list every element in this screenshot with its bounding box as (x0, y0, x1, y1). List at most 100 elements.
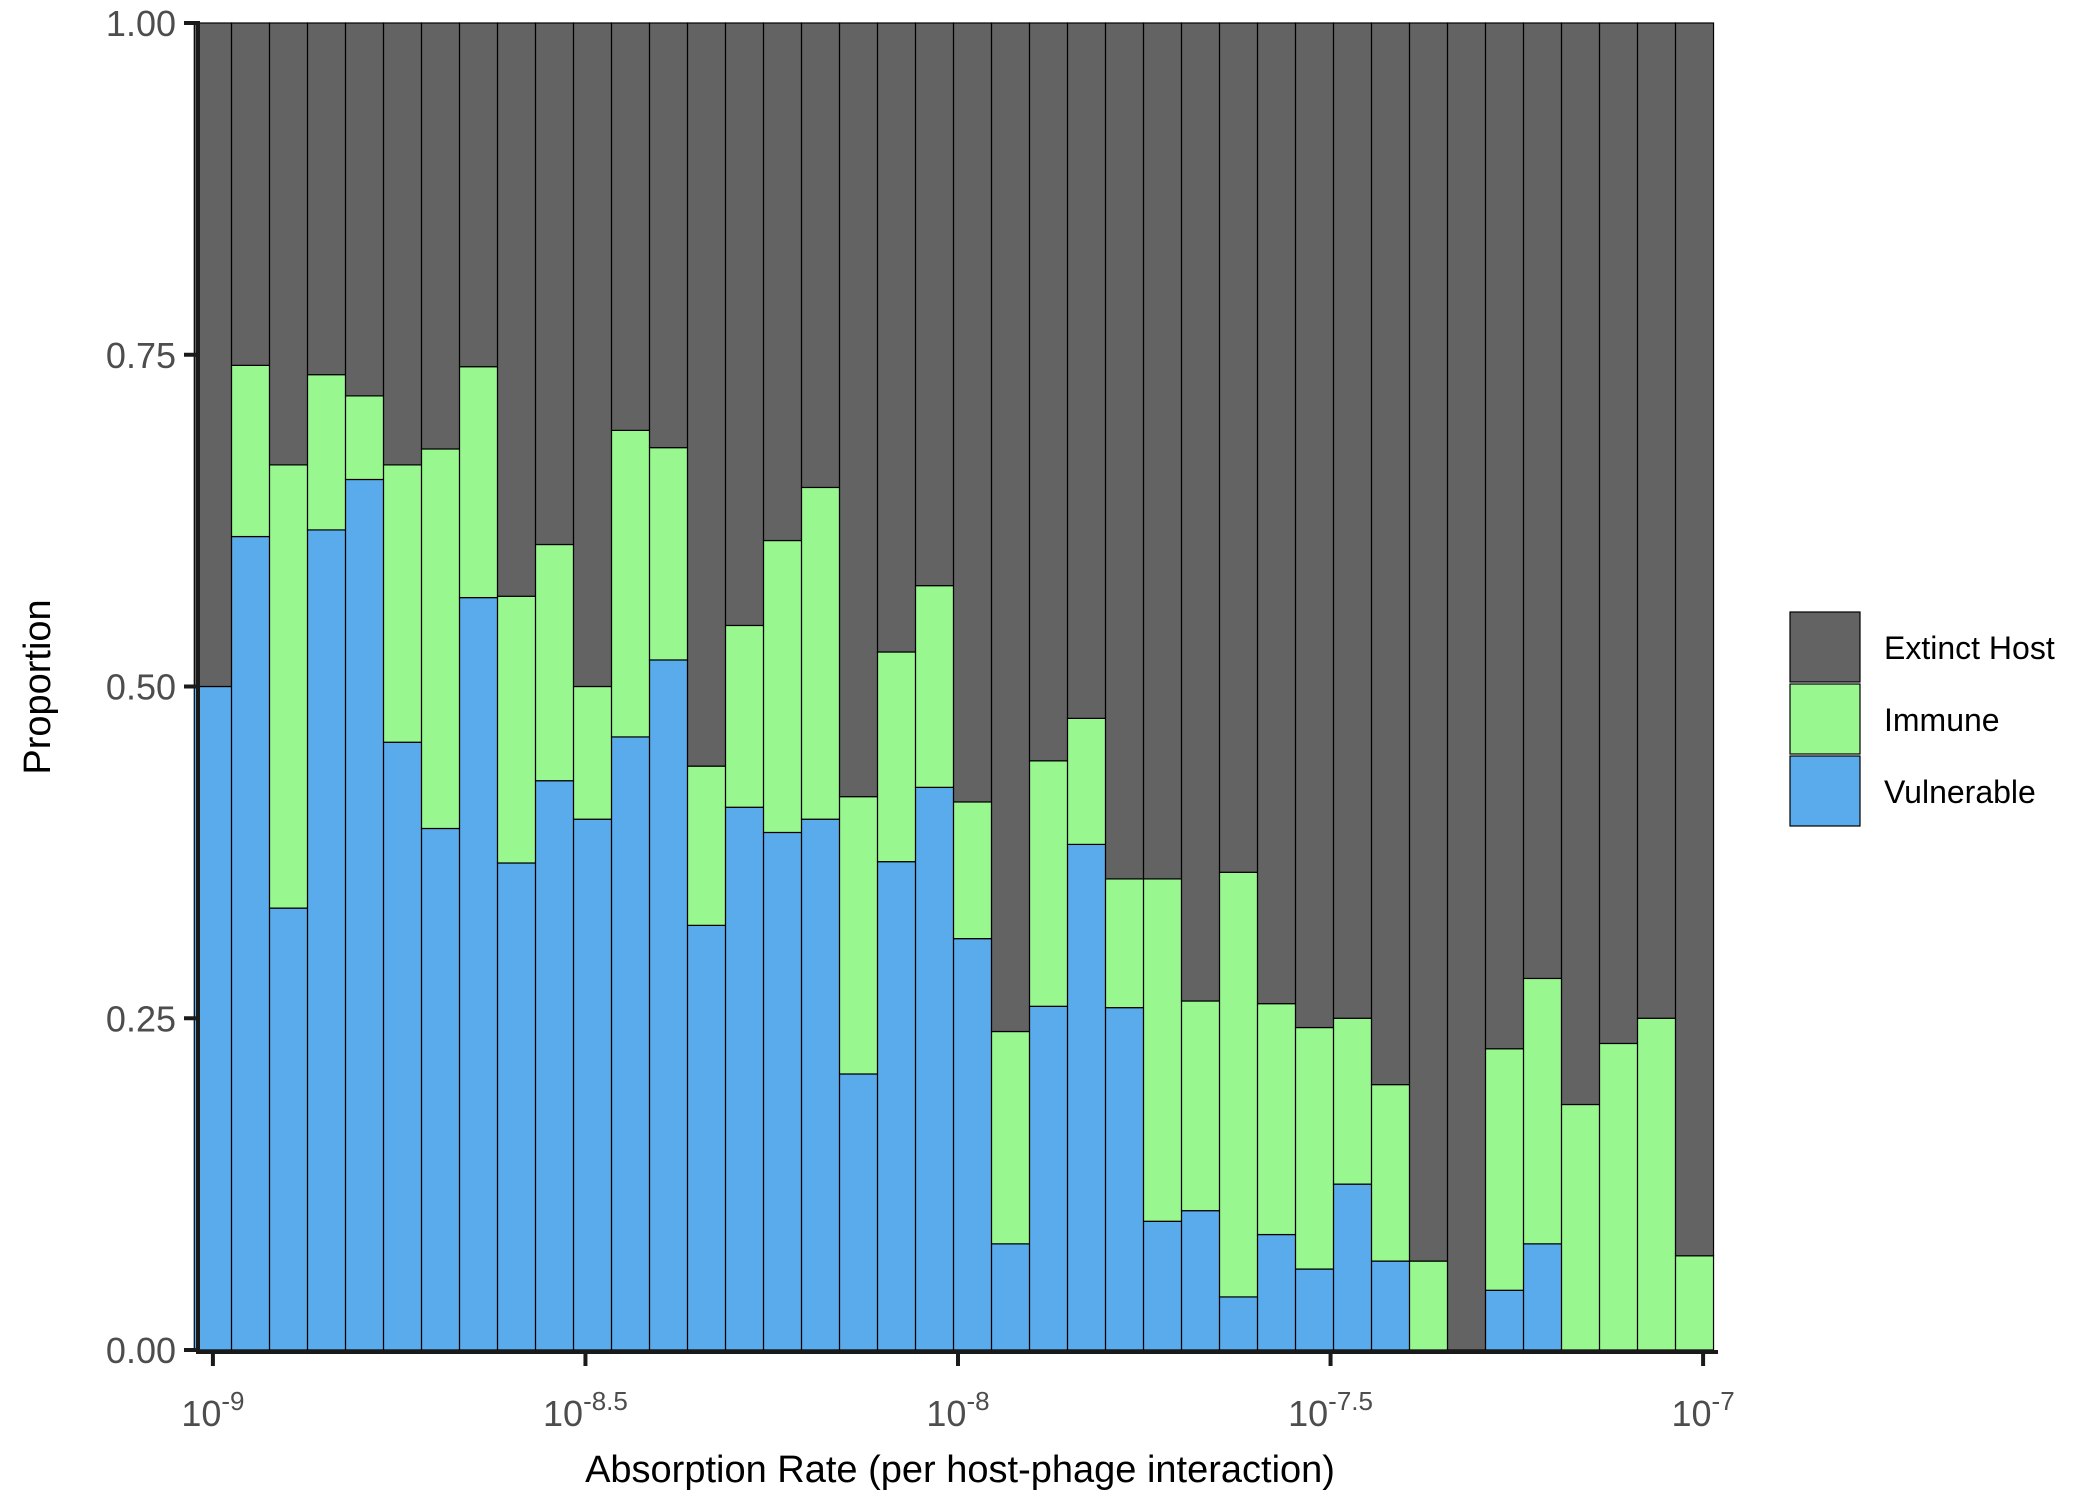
bar-extinct-host-9 (534, 22, 575, 546)
bar-extinct-host-4 (344, 22, 385, 397)
bar-vulnerable-0 (193, 685, 233, 1351)
bar-immune-12 (648, 447, 689, 661)
bar-vulnerable-10 (572, 818, 613, 1351)
bar-extinct-host-24 (1104, 22, 1145, 880)
bar-immune-36 (1560, 1103, 1601, 1351)
bar-vulnerable-1 (230, 535, 271, 1351)
bar-immune-22 (1028, 760, 1069, 1007)
bar-immune-23 (1066, 717, 1107, 846)
bar-vulnerable-4 (344, 478, 385, 1351)
bar-vulnerable-18 (876, 861, 917, 1351)
bar-extinct-host-12 (648, 22, 689, 449)
legend: Extinct Host Immune Vulnerable (1789, 611, 2055, 827)
bar-immune-10 (572, 685, 613, 820)
bar-extinct-host-33 (1446, 22, 1487, 1351)
bar-immune-30 (1332, 1017, 1373, 1185)
bar-immune-37 (1598, 1042, 1639, 1351)
bar-extinct-host-30 (1332, 22, 1373, 1019)
y-tick-label-3: 0.75 (106, 335, 176, 376)
legend-key-vulnerable (1789, 755, 1861, 827)
x-tick-label-1: 10-8.5 (543, 1386, 628, 1434)
bar-vulnerable-26 (1180, 1210, 1221, 1351)
bars-layer (193, 22, 1715, 1351)
bar-vulnerable-16 (800, 818, 841, 1351)
x-tick-label-2: 10-8 (926, 1386, 989, 1434)
bar-vulnerable-27 (1218, 1296, 1259, 1351)
bar-extinct-host-19 (914, 22, 955, 587)
bar-extinct-host-14 (724, 22, 765, 627)
x-tick-label-3: 10-7.5 (1288, 1386, 1373, 1434)
bar-extinct-host-5 (382, 22, 423, 466)
bar-immune-18 (876, 651, 917, 863)
bar-vulnerable-9 (534, 780, 575, 1351)
legend-key-immune (1789, 683, 1861, 755)
bar-vulnerable-14 (724, 806, 765, 1351)
bar-extinct-host-8 (496, 22, 537, 597)
bar-immune-28 (1256, 1003, 1297, 1236)
y-tick-label-0: 0.00 (106, 1330, 176, 1371)
bar-immune-13 (686, 765, 727, 926)
bar-immune-11 (610, 429, 651, 738)
bar-immune-5 (382, 464, 423, 743)
bar-vulnerable-13 (686, 924, 727, 1351)
bar-immune-26 (1180, 1000, 1221, 1212)
bar-extinct-host-29 (1294, 22, 1335, 1029)
bar-vulnerable-19 (914, 786, 955, 1351)
bar-extinct-host-0 (193, 22, 233, 688)
bar-extinct-host-34 (1484, 22, 1525, 1050)
bar-extinct-host-37 (1598, 22, 1639, 1045)
bar-immune-16 (800, 486, 841, 820)
bar-extinct-host-7 (458, 22, 499, 368)
bar-vulnerable-17 (838, 1073, 879, 1351)
bar-vulnerable-29 (1294, 1268, 1335, 1351)
bar-immune-21 (990, 1030, 1031, 1245)
bar-extinct-host-1 (230, 22, 271, 366)
bar-vulnerable-11 (610, 736, 651, 1351)
bar-vulnerable-12 (648, 659, 689, 1351)
bar-immune-20 (952, 801, 993, 940)
bar-vulnerable-6 (420, 827, 461, 1351)
bar-extinct-host-11 (610, 22, 651, 431)
bar-extinct-host-13 (686, 22, 727, 767)
bar-immune-14 (724, 624, 765, 808)
bar-vulnerable-7 (458, 596, 499, 1351)
bar-immune-1 (230, 364, 271, 538)
bar-immune-31 (1370, 1083, 1411, 1262)
bar-extinct-host-36 (1560, 22, 1601, 1106)
bar-extinct-host-22 (1028, 22, 1069, 762)
bar-immune-34 (1484, 1048, 1525, 1291)
bar-extinct-host-17 (838, 22, 879, 798)
x-tick-label-4: 10-7 (1672, 1386, 1735, 1434)
bar-immune-27 (1218, 871, 1259, 1298)
bar-immune-2 (268, 464, 309, 909)
bar-extinct-host-38 (1636, 22, 1677, 1019)
bar-vulnerable-28 (1256, 1233, 1297, 1351)
bar-immune-38 (1636, 1017, 1677, 1351)
bar-extinct-host-28 (1256, 22, 1297, 1005)
bar-vulnerable-25 (1142, 1220, 1183, 1351)
bar-vulnerable-34 (1484, 1289, 1525, 1351)
bar-immune-9 (534, 543, 575, 782)
bar-immune-3 (306, 374, 347, 531)
bar-extinct-host-20 (952, 22, 993, 803)
bar-vulnerable-24 (1104, 1007, 1145, 1351)
legend-label-vulnerable: Vulnerable (1884, 774, 2036, 810)
bar-extinct-host-2 (268, 22, 309, 466)
y-tick-label-4: 1.00 (106, 3, 176, 44)
bar-immune-32 (1408, 1260, 1449, 1351)
bar-immune-19 (914, 585, 955, 788)
bar-extinct-host-18 (876, 22, 917, 653)
bar-vulnerable-8 (496, 862, 537, 1351)
bar-vulnerable-23 (1066, 843, 1107, 1351)
x-tick-label-0: 10-9 (181, 1386, 244, 1434)
bar-extinct-host-3 (306, 22, 347, 376)
bar-vulnerable-15 (762, 831, 803, 1351)
bar-extinct-host-25 (1142, 22, 1183, 880)
bar-extinct-host-27 (1218, 22, 1259, 873)
bar-vulnerable-35 (1522, 1243, 1563, 1351)
bar-immune-25 (1142, 878, 1183, 1222)
bar-immune-39 (1674, 1255, 1715, 1351)
y-axis-title: Proportion (17, 599, 59, 774)
legend-key-extinct-host (1789, 611, 1861, 683)
